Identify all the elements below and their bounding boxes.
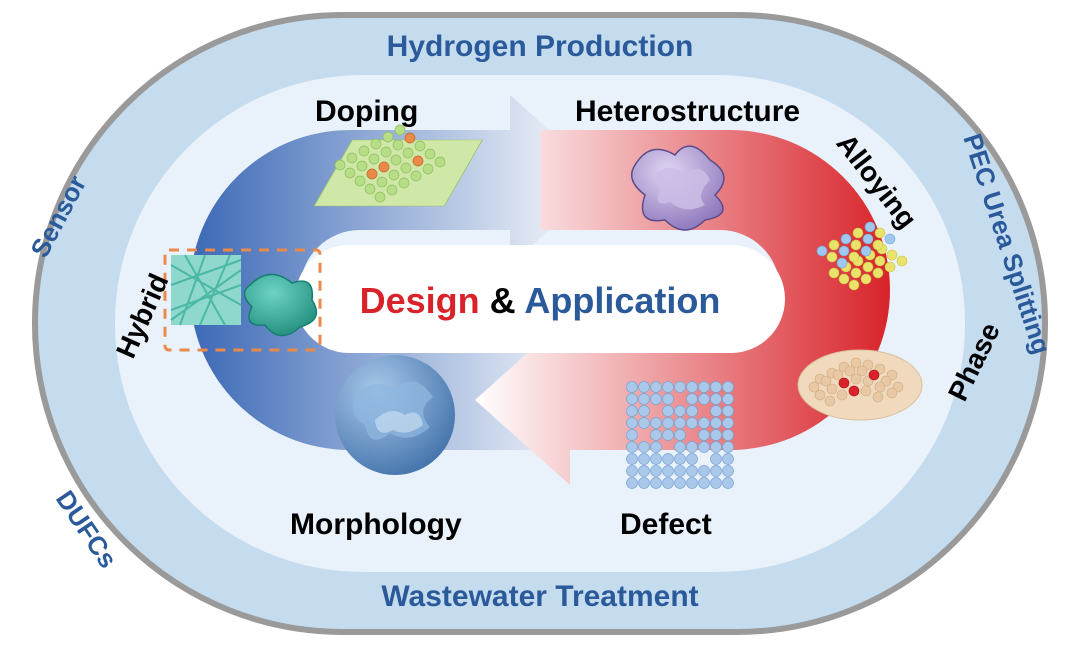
label-heterostructure: Heterostructure [575,95,800,129]
diagram-svg [0,0,1080,647]
center-design: Design [360,280,480,321]
label-defect: Defect [620,508,712,542]
illus-phase [798,350,922,420]
label-doping: Doping [315,95,418,129]
center-application: Application [524,280,720,321]
label-hydrogen-production: Hydrogen Production [0,30,1080,64]
diagram-stage: Hydrogen Production Wastewater Treatment… [0,0,1080,647]
label-wastewater-treatment: Wastewater Treatment [0,580,1080,614]
center-amp: & [480,280,525,321]
center-title: Design & Application [0,280,1080,322]
illus-morphology [335,355,455,475]
label-morphology: Morphology [290,508,462,542]
